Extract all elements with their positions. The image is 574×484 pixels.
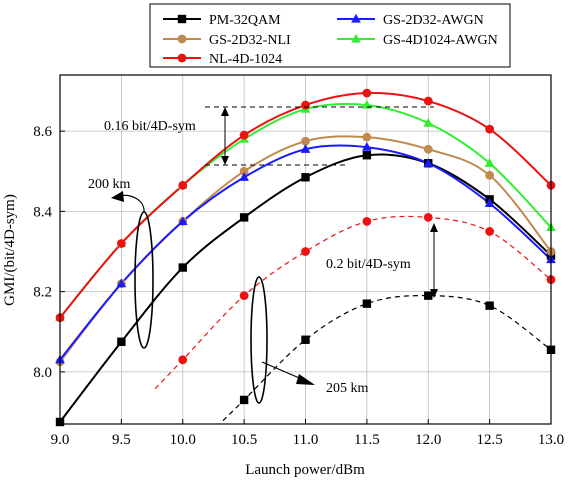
annot-200km-label: 200 km	[88, 177, 131, 192]
data-point	[117, 337, 126, 346]
data-point	[362, 151, 372, 160]
data-point	[300, 144, 311, 153]
annot-016-label: 0.16 bit/4D-sym	[104, 119, 196, 134]
data-point	[116, 239, 126, 248]
data-point	[423, 158, 434, 167]
y-tick-label: 8.4	[33, 204, 52, 220]
data-point	[239, 172, 249, 181]
legend-label: NL-4D-1024	[209, 52, 282, 67]
plot-frame	[59, 74, 552, 425]
annot-205km-label: 205 km	[326, 381, 369, 396]
data-point	[362, 99, 372, 109]
data-point	[239, 291, 249, 301]
annotations-group: 0.16 bit/4D-sym 0.2 bit/4D-sym 200 km 20…	[88, 106, 438, 404]
annot-200km-arrowhead	[111, 191, 124, 202]
x-tick-labels: 9.0 9.5 10.0 10.5 11.0 11.5 12.0 12.5 13.0	[51, 432, 565, 448]
y-tick-label: 8.0	[33, 365, 52, 381]
x-tick-label: 9.5	[112, 432, 131, 448]
data-point	[485, 301, 494, 310]
data-point	[362, 132, 372, 142]
data-point	[485, 227, 495, 236]
data-point	[239, 213, 249, 222]
annot-016-arrowhead-top	[221, 107, 229, 116]
legend-marker	[177, 14, 187, 24]
data-point	[239, 166, 249, 176]
legend-label: GS-2D32-AWGN	[383, 13, 484, 28]
data-point	[423, 96, 433, 106]
annot-205km-arrowhead	[296, 374, 315, 385]
data-point	[301, 247, 310, 256]
data-point	[178, 263, 187, 272]
x-tick-label: 11.0	[293, 432, 319, 448]
data-point	[239, 395, 249, 405]
legend: PM-32QAM GS-2D32-NLI NL-4D-1024 GS-2D32-AWG…	[149, 3, 511, 68]
data-point	[362, 142, 372, 151]
annot-200km-ellipse	[134, 211, 154, 349]
y-axis-title: GMI/(bit/4D-sym)	[2, 194, 18, 306]
data-point	[177, 216, 188, 226]
data-point	[485, 170, 495, 180]
annot-02-arrowhead-top	[430, 223, 438, 232]
x-tick-label: 11.5	[354, 432, 380, 448]
data-point	[423, 213, 433, 222]
data-point	[424, 291, 433, 300]
legend-marker	[351, 13, 361, 23]
x-tick-label: 12.5	[477, 432, 503, 448]
data-point	[178, 180, 188, 190]
y-tick-label: 8.2	[33, 285, 52, 301]
annot-205km-arrow	[261, 361, 305, 381]
data-point	[301, 173, 310, 182]
data-point	[301, 100, 310, 110]
data-point	[423, 117, 434, 127]
annot-02-label: 0.2 bit/4D-sym	[326, 257, 411, 272]
x-tick-label: 10.0	[170, 432, 196, 448]
data-point	[485, 124, 495, 134]
data-point	[423, 144, 433, 154]
y-tick-label: 8.6	[33, 124, 52, 140]
series-line-nl-4d-1024-205km	[154, 215, 551, 390]
data-point	[301, 335, 310, 344]
x-tick-label: 13.0	[538, 432, 564, 448]
legend-label: GS-2D32-NLI	[209, 33, 291, 48]
legend-label: GS-4D1024-AWGN	[383, 33, 498, 48]
data-point	[484, 198, 495, 207]
legend-box	[149, 3, 511, 68]
data-point	[362, 88, 372, 98]
annot-205km-ellipse	[250, 276, 268, 404]
legend-marker	[177, 53, 187, 63]
x-tick-label: 10.5	[231, 432, 257, 448]
data-point	[301, 136, 310, 146]
data-point	[178, 355, 188, 365]
x-axis-title: Launch power/dBm	[245, 462, 365, 478]
legend-marker	[351, 33, 361, 43]
data-point	[116, 278, 127, 288]
annot-02-arrowhead-bottom	[430, 289, 438, 298]
data-point	[484, 158, 495, 167]
legend-label: PM-32QAM	[209, 13, 281, 28]
data-point	[239, 130, 249, 140]
legend-marker	[177, 34, 187, 44]
y-tick-labels: 8.0 8.2 8.4 8.6	[33, 124, 52, 381]
data-point	[362, 299, 372, 308]
x-tick-label: 12.0	[415, 432, 441, 448]
annot-016-arrowhead-bottom	[221, 156, 229, 165]
x-tick-label: 9.0	[51, 432, 70, 448]
data-point	[362, 217, 372, 226]
